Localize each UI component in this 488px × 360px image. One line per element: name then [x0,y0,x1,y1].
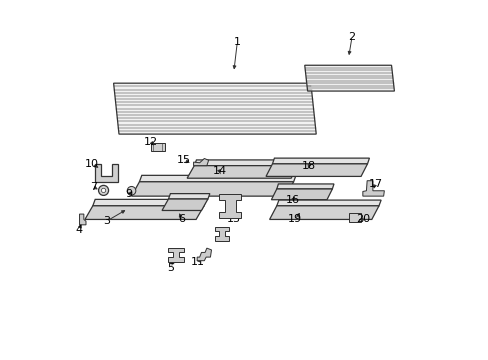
Polygon shape [219,194,241,218]
Polygon shape [272,158,369,164]
Polygon shape [215,226,229,241]
Bar [348,213,360,222]
Polygon shape [265,164,367,176]
Polygon shape [94,164,118,182]
Polygon shape [131,182,293,196]
Polygon shape [139,175,295,182]
Polygon shape [271,189,332,200]
Text: 8: 8 [219,234,226,244]
Text: 1: 1 [233,37,240,47]
Text: 7: 7 [90,182,97,192]
Polygon shape [304,65,394,91]
Text: 14: 14 [212,166,226,176]
Text: 6: 6 [178,215,185,224]
Text: 9: 9 [125,189,132,199]
Polygon shape [193,158,208,166]
Polygon shape [197,248,211,261]
Bar [150,143,164,151]
Polygon shape [168,194,209,199]
Text: 20: 20 [355,215,369,224]
Polygon shape [80,214,86,225]
Polygon shape [93,199,206,206]
Polygon shape [276,200,380,206]
Text: 17: 17 [367,179,382,189]
Circle shape [101,188,105,193]
Polygon shape [168,248,183,262]
Circle shape [99,185,108,195]
Text: 4: 4 [75,225,82,235]
Text: 19: 19 [287,215,301,224]
Polygon shape [362,181,384,196]
Polygon shape [85,206,203,220]
Polygon shape [194,160,300,166]
Polygon shape [269,206,378,220]
Text: 15: 15 [176,155,190,165]
Text: 18: 18 [302,161,315,171]
Text: 12: 12 [144,138,158,147]
Text: 13: 13 [226,215,240,224]
Text: 2: 2 [348,32,355,41]
Text: 5: 5 [167,263,174,273]
Text: 16: 16 [285,195,299,205]
Text: 11: 11 [190,257,204,267]
Text: 10: 10 [85,159,99,169]
Polygon shape [276,184,333,189]
Polygon shape [187,166,298,178]
Text: 3: 3 [103,216,110,226]
Polygon shape [162,199,207,211]
Polygon shape [113,83,316,134]
Circle shape [127,186,136,195]
